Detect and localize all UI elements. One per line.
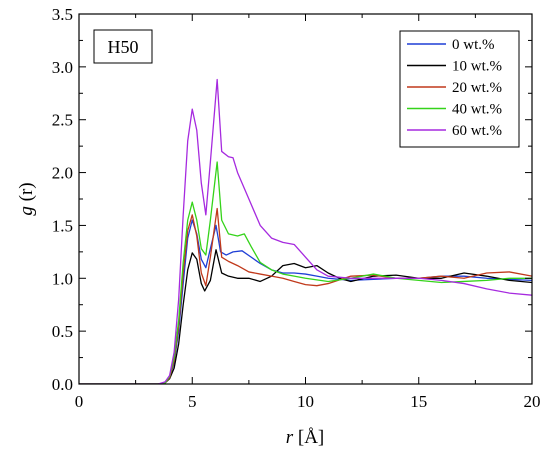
series-line-1 — [79, 219, 532, 384]
legend: 0 wt.% 10 wt.% 20 wt.% 40 wt.% 60 wt.% — [399, 30, 520, 148]
series-line-2 — [79, 249, 532, 384]
y-tick-label: 0.0 — [52, 375, 73, 394]
annotation-box: H50 — [93, 29, 153, 64]
series-line-3 — [79, 207, 532, 384]
legend-frame — [399, 30, 520, 148]
x-tick-label: 15 — [410, 392, 427, 411]
y-axis-title-rest: (r) — [16, 182, 37, 206]
y-tick-label: 1.5 — [52, 216, 73, 235]
y-tick-label: 3.5 — [52, 5, 73, 24]
x-tick-label: 10 — [297, 392, 314, 411]
legend-label-4: 40 wt.% — [452, 102, 502, 118]
y-tick-label: 0.5 — [52, 322, 73, 341]
y-axis-title: g (r) — [16, 182, 37, 215]
x-tick-label: 20 — [524, 392, 541, 411]
x-tick-label: 0 — [75, 392, 84, 411]
y-tick-label: 3.0 — [52, 58, 73, 77]
series-line-4 — [79, 161, 532, 384]
y-tick-label: 1.0 — [52, 269, 73, 288]
annotation-frame — [93, 29, 153, 64]
annotation-label: H50 — [108, 37, 139, 57]
series-line-5 — [79, 78, 532, 384]
y-tick-label: 2.5 — [52, 111, 73, 130]
legend-label-3: 20 wt.% — [452, 80, 502, 96]
y-tick-label: 2.0 — [52, 164, 73, 183]
legend-label-5: 60 wt.% — [452, 123, 502, 139]
series-layer — [79, 78, 532, 384]
legend-label-2: 10 wt.% — [452, 59, 502, 75]
x-axis-title-unit: [Å] — [293, 427, 324, 448]
x-axis-title-symbol: r — [286, 427, 294, 448]
x-axis-title: r [Å] — [286, 427, 325, 448]
y-axis-title-symbol: g — [16, 206, 37, 216]
ticks-layer: 0 5 10 15 20 0.0 0.5 1.0 1.5 2.0 2.5 3.0 3.5 — [52, 5, 541, 411]
legend-label-1: 0 wt.% — [452, 37, 495, 53]
x-tick-label: 5 — [188, 392, 197, 411]
